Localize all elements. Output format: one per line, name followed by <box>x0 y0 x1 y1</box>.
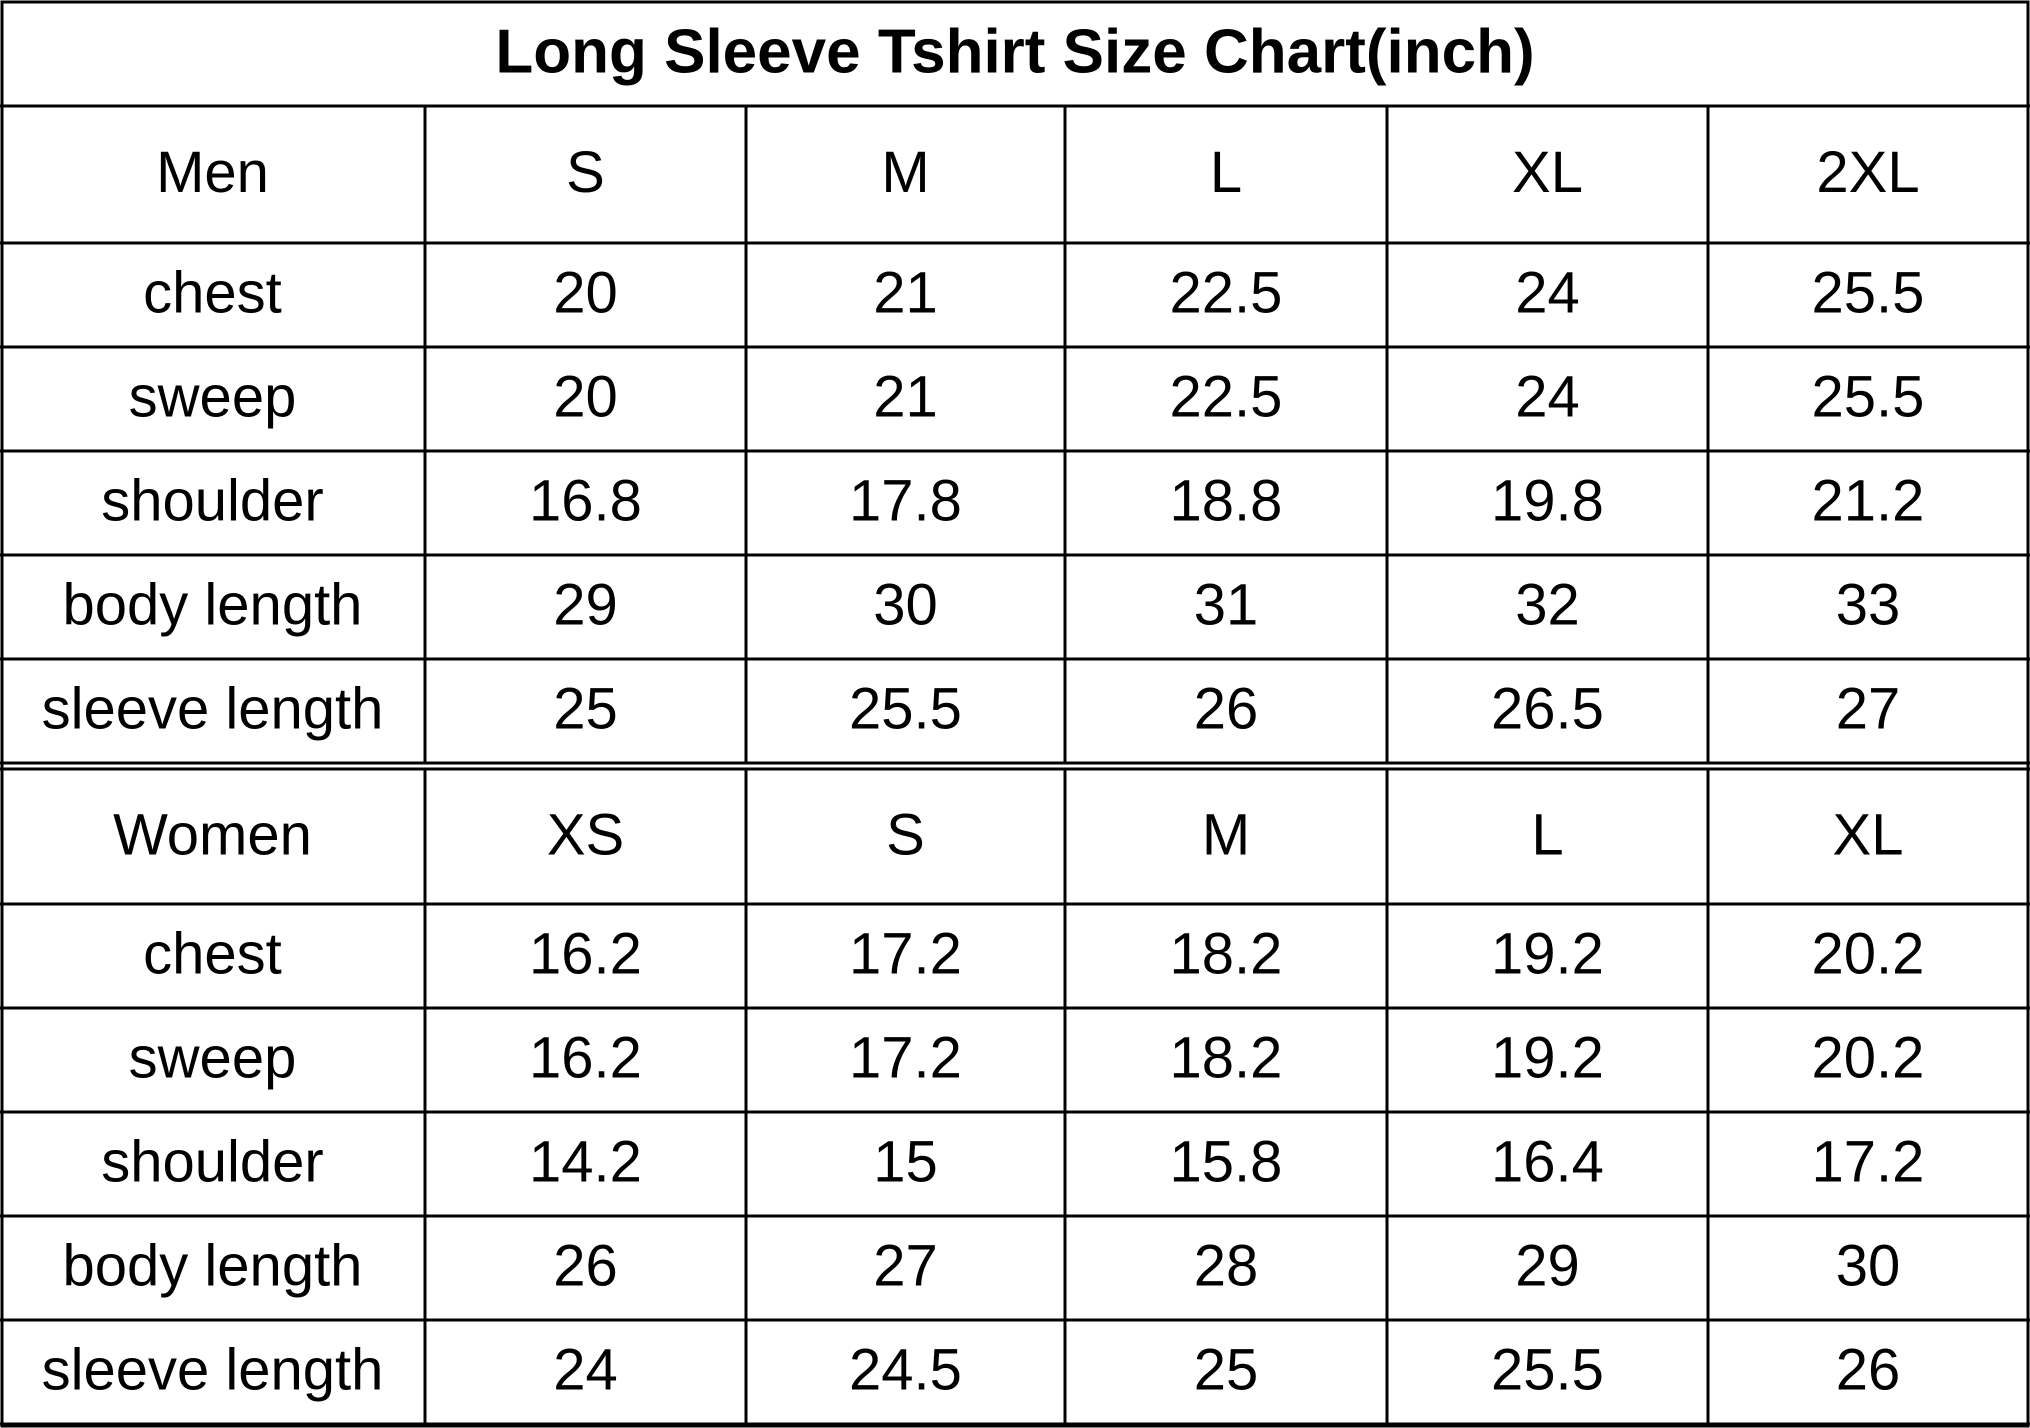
cell: L <box>1210 140 1242 205</box>
cell: 26 <box>1194 676 1259 741</box>
table-title: Long Sleeve Tshirt Size Chart(inch) <box>495 17 1534 86</box>
cell: XS <box>547 802 624 867</box>
cell: 25 <box>1194 1337 1259 1402</box>
row-label: sleeve length <box>42 676 384 741</box>
cell: 25.5 <box>849 676 962 741</box>
cell: 16.2 <box>529 1025 642 1090</box>
cell: M <box>1202 802 1250 867</box>
row-label: body length <box>63 572 363 637</box>
cell: 16.4 <box>1491 1129 1604 1194</box>
cell: 28 <box>1194 1233 1259 1298</box>
row-label: chest <box>143 921 282 986</box>
cell: 16.2 <box>529 921 642 986</box>
cell: 21 <box>873 260 938 325</box>
row-label: shoulder <box>101 1129 323 1194</box>
cell: 17.8 <box>849 468 962 533</box>
cell: 19.8 <box>1491 468 1604 533</box>
cell: 16.8 <box>529 468 642 533</box>
cell: 24.5 <box>849 1337 962 1402</box>
cell: XL <box>1512 140 1583 205</box>
row-label: Women <box>113 802 312 867</box>
cell: 18.2 <box>1170 1025 1283 1090</box>
cell: 33 <box>1836 572 1901 637</box>
cell: 2XL <box>1816 140 1919 205</box>
cell: 27 <box>873 1233 938 1298</box>
row-label: sweep <box>129 364 297 429</box>
cell: 25.5 <box>1491 1337 1604 1402</box>
cell: S <box>886 802 925 867</box>
cell: 17.2 <box>1812 1129 1925 1194</box>
cell: 29 <box>1515 1233 1580 1298</box>
cell: 17.2 <box>849 1025 962 1090</box>
cell: S <box>566 140 605 205</box>
cell: 19.2 <box>1491 1025 1604 1090</box>
cell: 22.5 <box>1170 260 1283 325</box>
cell: 22.5 <box>1170 364 1283 429</box>
cell: 20 <box>553 260 618 325</box>
cell: 32 <box>1515 572 1580 637</box>
cell: L <box>1531 802 1563 867</box>
cell: 30 <box>1836 1233 1901 1298</box>
cell: 26.5 <box>1491 676 1604 741</box>
cell: 26 <box>1836 1337 1901 1402</box>
cell: 27 <box>1836 676 1901 741</box>
cell: 25.5 <box>1812 260 1925 325</box>
cell: 21 <box>873 364 938 429</box>
cell: 20 <box>553 364 618 429</box>
cell: 20.2 <box>1812 921 1925 986</box>
cell: 20.2 <box>1812 1025 1925 1090</box>
cell: 26 <box>553 1233 618 1298</box>
cell: 25.5 <box>1812 364 1925 429</box>
cell: 25 <box>553 676 618 741</box>
cell: 15 <box>873 1129 938 1194</box>
cell: 24 <box>1515 364 1580 429</box>
cell: 15.8 <box>1170 1129 1283 1194</box>
cell: XL <box>1833 802 1904 867</box>
cell: 24 <box>1515 260 1580 325</box>
cell: M <box>881 140 929 205</box>
cell: 31 <box>1194 572 1259 637</box>
row-label: body length <box>63 1233 363 1298</box>
row-label: sweep <box>129 1025 297 1090</box>
cell: 17.2 <box>849 921 962 986</box>
cell: 29 <box>553 572 618 637</box>
row-label: Men <box>156 140 269 205</box>
cell: 30 <box>873 572 938 637</box>
row-label: shoulder <box>101 468 323 533</box>
cell: 18.2 <box>1170 921 1283 986</box>
cell: 21.2 <box>1812 468 1925 533</box>
cell: 19.2 <box>1491 921 1604 986</box>
cell: 18.8 <box>1170 468 1283 533</box>
row-label: chest <box>143 260 282 325</box>
cell: 14.2 <box>529 1129 642 1194</box>
row-label: sleeve length <box>42 1337 384 1402</box>
cell: 24 <box>553 1337 618 1402</box>
